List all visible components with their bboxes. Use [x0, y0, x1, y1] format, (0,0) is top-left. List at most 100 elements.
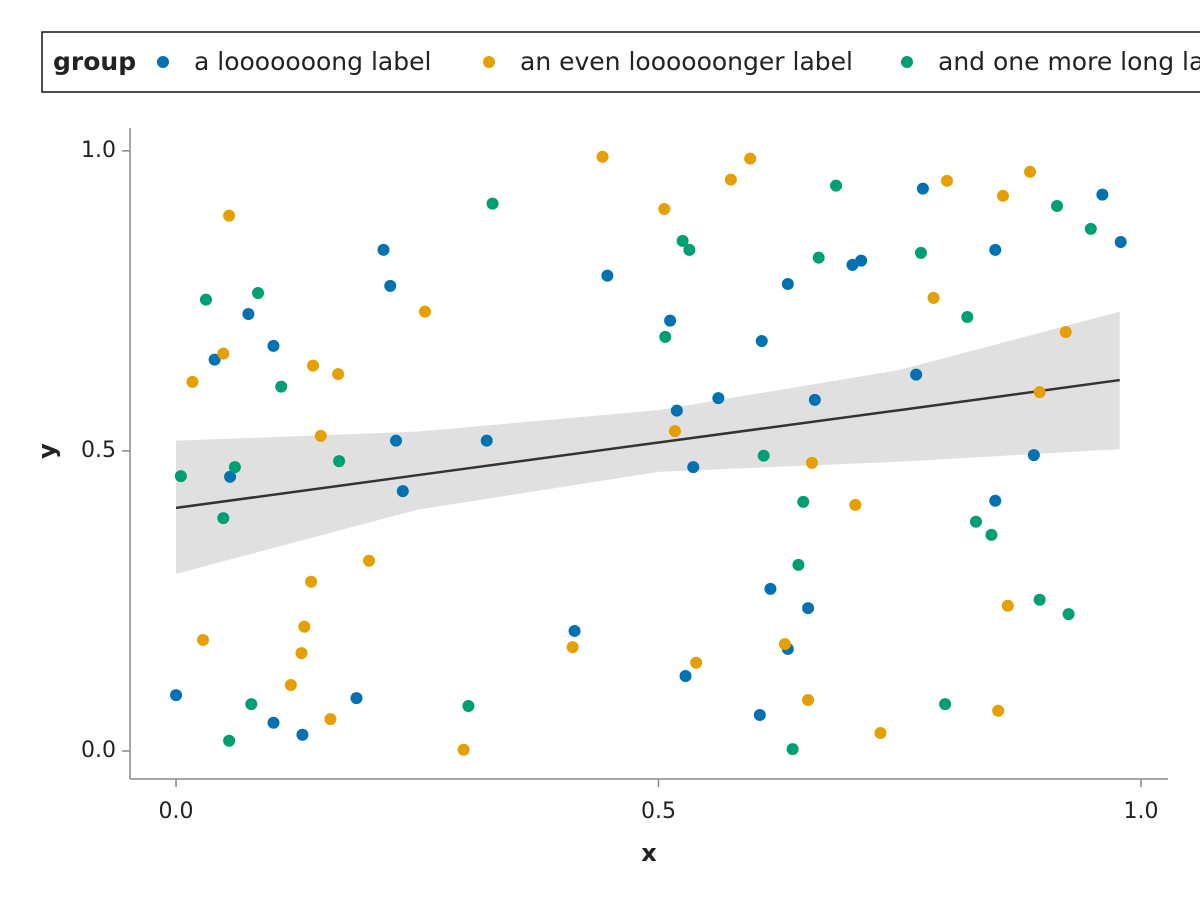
point	[566, 641, 579, 654]
point	[186, 375, 199, 388]
point	[664, 314, 677, 327]
point	[208, 353, 221, 366]
point	[961, 311, 974, 324]
point	[462, 699, 475, 712]
point	[996, 189, 1009, 202]
point	[778, 638, 791, 651]
point	[170, 689, 183, 702]
legend-marker	[157, 56, 169, 68]
point	[668, 425, 681, 438]
x-tick-label: 0.5	[641, 799, 676, 824]
point	[755, 335, 768, 348]
legend-marker	[901, 56, 913, 68]
point	[659, 330, 672, 343]
point	[224, 470, 237, 483]
y-tick-label: 0.0	[81, 738, 116, 763]
point	[377, 243, 390, 256]
point	[1033, 593, 1046, 606]
point	[217, 347, 230, 360]
point	[985, 528, 998, 541]
point	[1114, 236, 1127, 249]
point	[992, 704, 1005, 717]
point	[457, 743, 470, 756]
point	[802, 602, 815, 615]
point	[596, 150, 609, 163]
point	[307, 359, 320, 372]
point	[802, 693, 815, 706]
point	[1096, 188, 1109, 201]
legend-box	[41, 31, 1200, 93]
point	[812, 251, 825, 264]
point	[332, 368, 345, 381]
point	[252, 287, 265, 300]
point	[228, 461, 241, 474]
point	[941, 174, 954, 187]
point	[939, 698, 952, 711]
x-tick-label: 0.0	[159, 799, 194, 824]
point	[267, 339, 280, 352]
point	[223, 734, 236, 747]
point	[174, 470, 187, 483]
point	[314, 429, 327, 442]
point	[1062, 608, 1075, 621]
point	[786, 743, 799, 756]
point	[781, 278, 794, 291]
point	[384, 279, 397, 292]
point	[275, 380, 288, 393]
point	[324, 713, 337, 726]
point	[298, 620, 311, 633]
point	[764, 582, 777, 595]
point	[676, 234, 689, 247]
point	[284, 678, 297, 691]
point	[855, 254, 868, 267]
fit-line	[175, 378, 1120, 510]
point	[679, 669, 692, 682]
point	[808, 393, 821, 406]
point	[712, 392, 725, 405]
point	[296, 728, 309, 741]
point	[242, 308, 255, 321]
point	[724, 173, 737, 186]
point	[744, 152, 757, 165]
point	[197, 633, 210, 646]
point	[199, 293, 212, 306]
point	[1001, 599, 1014, 612]
point	[295, 647, 308, 660]
point	[874, 726, 887, 739]
point	[223, 209, 236, 222]
point	[916, 182, 929, 195]
point	[989, 494, 1002, 507]
x-tick-label: 1.0	[1123, 799, 1158, 824]
point	[1084, 222, 1097, 235]
point	[830, 179, 843, 192]
x-axis-label: x	[641, 839, 657, 867]
point	[687, 461, 700, 474]
point	[757, 449, 770, 462]
point	[486, 197, 499, 210]
point	[568, 624, 581, 637]
point	[333, 455, 346, 468]
point	[1024, 165, 1037, 178]
point	[914, 246, 927, 259]
point	[217, 512, 230, 525]
y-tick-label: 1.0	[81, 138, 116, 163]
point	[792, 558, 805, 571]
point	[1051, 200, 1064, 213]
legend-marker	[483, 56, 495, 68]
point	[350, 692, 363, 705]
point	[927, 291, 940, 304]
point	[658, 203, 671, 216]
point	[849, 498, 862, 511]
point	[1059, 326, 1072, 339]
point	[245, 698, 258, 711]
point	[969, 515, 982, 528]
point	[1027, 449, 1040, 462]
point	[910, 368, 923, 381]
point	[797, 495, 810, 508]
point	[418, 305, 431, 318]
point	[753, 708, 766, 721]
y-tick-label: 0.5	[81, 438, 116, 463]
point	[690, 656, 703, 669]
legend-label: an even loooooonger label	[520, 47, 853, 76]
